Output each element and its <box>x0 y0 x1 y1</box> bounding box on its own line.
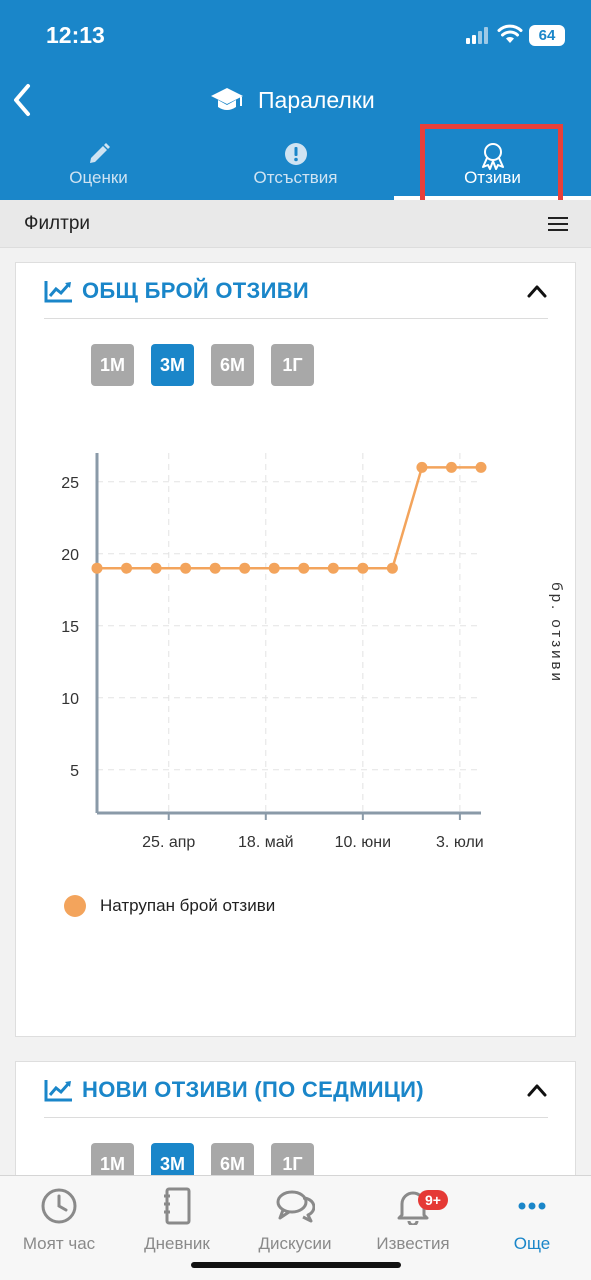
data-point <box>209 562 221 574</box>
y-tick-label: 10 <box>61 691 79 708</box>
nav-label: Известия <box>376 1234 450 1253</box>
clock-icon <box>41 1188 77 1224</box>
x-tick-label: 25. апр <box>142 834 195 851</box>
more-dots-icon <box>518 1202 546 1210</box>
nav-my-class[interactable]: Моят час <box>0 1186 118 1254</box>
x-tick-label: 10. юни <box>335 834 391 851</box>
notebook-icon <box>164 1187 191 1225</box>
data-point <box>327 562 339 574</box>
exclamation-icon <box>284 143 307 165</box>
chevron-up-icon[interactable] <box>526 1082 548 1098</box>
data-point <box>239 562 251 574</box>
nav-diary[interactable]: Дневник <box>118 1186 236 1254</box>
chat-bubbles-icon <box>276 1190 315 1223</box>
card-title: НОВИ ОТЗИВИ (ПО СЕДМИЦИ) <box>82 1077 424 1102</box>
tab-reviews[interactable]: Отзиви <box>394 134 591 200</box>
data-point <box>298 562 310 574</box>
line-chart-icon <box>44 281 72 303</box>
y-tick-label: 15 <box>61 619 79 636</box>
range-1y-button[interactable]: 1Г <box>271 344 314 386</box>
range-selector: 1М 3М 6М 1Г <box>91 344 314 386</box>
back-arrow-icon[interactable] <box>8 80 38 120</box>
header-title-group: Паралелки <box>210 86 375 114</box>
chevron-up-icon[interactable] <box>526 283 548 299</box>
nav-more[interactable]: Още <box>473 1186 591 1254</box>
bell-icon <box>397 1191 429 1225</box>
data-point <box>416 461 428 473</box>
y-tick-label: 25 <box>61 475 79 492</box>
y-tick-label: 20 <box>61 547 79 564</box>
legend-marker <box>64 895 86 917</box>
data-point <box>121 562 133 574</box>
wifi-icon <box>497 24 523 43</box>
range-1m-button[interactable]: 1М <box>91 344 134 386</box>
status-time: 12:13 <box>46 22 105 48</box>
data-point <box>445 461 457 473</box>
total-reviews-card: ОБЩ БРОЙ ОТЗИВИ 1М 3М 6М 1Г 5 10 15 20 25 25.… <box>15 262 576 1037</box>
data-point <box>268 562 280 574</box>
line-chart-icon <box>44 1080 72 1102</box>
app-header: Паралелки Оценки Отсъствия <box>0 70 591 200</box>
chart-legend[interactable]: Натрупан брой отзиви <box>64 895 275 917</box>
x-tick-label: 18. май <box>238 834 294 851</box>
nav-label: Дневник <box>144 1234 210 1253</box>
card-header[interactable]: НОВИ ОТЗИВИ (ПО СЕДМИЦИ) <box>44 1076 548 1118</box>
filters-label: Филтри <box>24 213 91 234</box>
notification-badge: 9+ <box>418 1190 448 1210</box>
nav-label: Още <box>513 1234 551 1253</box>
data-point <box>386 562 398 574</box>
home-indicator <box>191 1262 401 1268</box>
data-point <box>475 461 487 473</box>
award-ribbon-icon <box>481 143 504 170</box>
range-6m-button[interactable]: 6М <box>211 344 254 386</box>
total-reviews-chart: 5 10 15 20 25 25. апр 18. май 10. юни 3. юли бр. … <box>61 453 565 851</box>
nav-label: Дискусии <box>258 1234 332 1253</box>
page-title: Паралелки <box>258 86 375 113</box>
tab-absences[interactable]: Отсъствия <box>197 134 394 200</box>
card-title: ОБЩ БРОЙ ОТЗИВИ <box>82 278 310 303</box>
series-line <box>97 466 481 570</box>
filters-bar[interactable]: Филтри <box>0 200 591 248</box>
battery-indicator: 64 <box>529 25 565 46</box>
pencil-icon <box>89 143 110 163</box>
x-tick-label: 3. юли <box>436 834 484 851</box>
tab-grades-label: Оценки <box>69 168 128 187</box>
data-point <box>180 562 192 574</box>
tab-absences-label: Отсъствия <box>253 168 338 187</box>
signal-icon <box>466 27 488 44</box>
status-bar: 12:13 64 <box>0 0 591 70</box>
data-point <box>150 562 162 574</box>
nav-label: Моят час <box>22 1234 96 1253</box>
range-3m-button[interactable]: 3М <box>151 344 194 386</box>
highlight-box <box>420 124 563 212</box>
active-tab-indicator <box>394 196 591 200</box>
graduation-cap-icon <box>211 88 243 110</box>
y-axis-title: бр. отзиви <box>548 582 565 684</box>
data-point <box>357 562 369 574</box>
menu-icon[interactable] <box>548 217 568 235</box>
tab-grades[interactable]: Оценки <box>0 134 197 200</box>
data-point <box>91 562 103 574</box>
nav-notifications[interactable]: 9+ Известия <box>354 1186 472 1254</box>
nav-discussions[interactable]: Дискусии <box>236 1186 354 1254</box>
card-header[interactable]: ОБЩ БРОЙ ОТЗИВИ <box>44 277 548 319</box>
tab-reviews-label: Отзиви <box>464 168 521 187</box>
tab-bar: Оценки Отсъствия Отзиви <box>0 134 591 200</box>
legend-label: Натрупан брой отзиви <box>100 896 276 915</box>
y-tick-label: 5 <box>70 763 79 780</box>
